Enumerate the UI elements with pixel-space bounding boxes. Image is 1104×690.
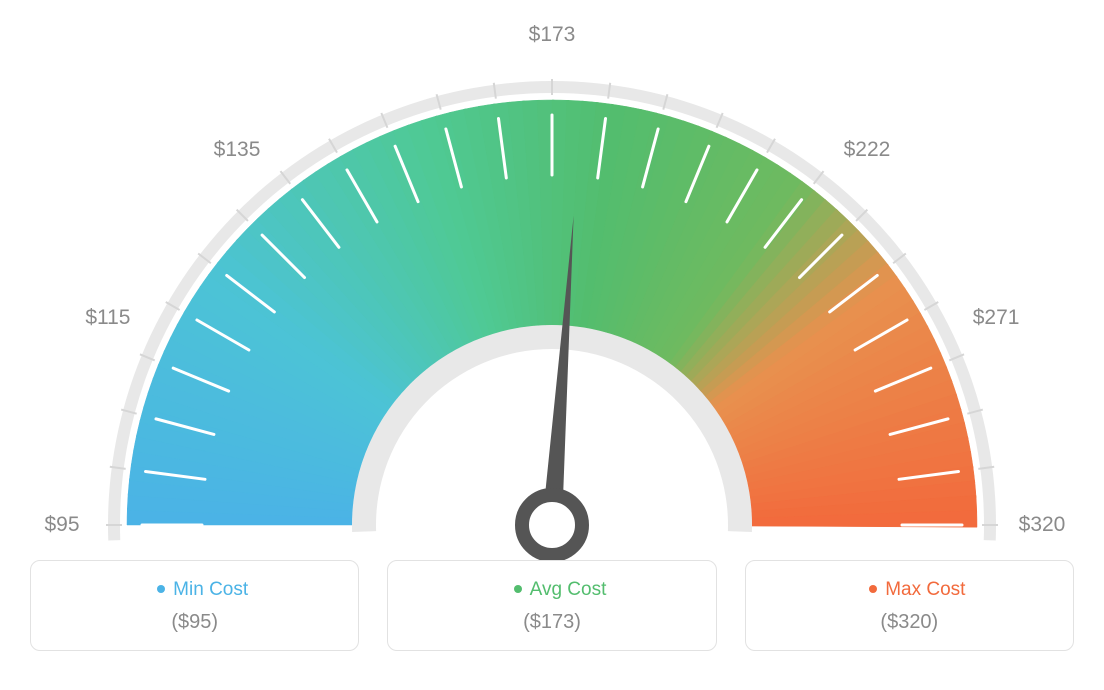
legend-value: ($173) [398, 611, 705, 634]
legend-card-max-cost: Max Cost ($320) [745, 560, 1074, 651]
legend-dot-icon [157, 585, 165, 593]
gauge-tick-label: $173 [529, 23, 576, 47]
legend-dot-icon [869, 585, 877, 593]
gauge-tick-label: $271 [973, 306, 1020, 330]
gauge-tick-label: $135 [214, 138, 261, 162]
legend-card-min-cost: Min Cost ($95) [30, 560, 359, 651]
legend-label: Min Cost [41, 579, 348, 601]
gauge-area: $95 $115 $135 $173 $222 $271 $320 [0, 0, 1104, 560]
legend-label: Max Cost [756, 579, 1063, 601]
legend-value: ($320) [756, 611, 1063, 634]
legend-card-avg-cost: Avg Cost ($173) [387, 560, 716, 651]
legend-value: ($95) [41, 611, 348, 634]
gauge-tick-label: $222 [844, 138, 891, 162]
legend-label: Avg Cost [398, 579, 705, 601]
legend-row: Min Cost ($95) Avg Cost ($173) Max Cost ($320… [0, 560, 1104, 651]
legend-dot-icon [514, 585, 522, 593]
gauge-tick-label: $115 [85, 306, 130, 330]
gauge-chart [0, 0, 1104, 560]
gauge-needle-hub [522, 495, 582, 555]
cost-gauge-container: $95 $115 $135 $173 $222 $271 $320 Min Cost ($95… [0, 0, 1104, 690]
gauge-tick-label: $95 [44, 513, 79, 537]
gauge-tick-label: $320 [1019, 513, 1066, 537]
